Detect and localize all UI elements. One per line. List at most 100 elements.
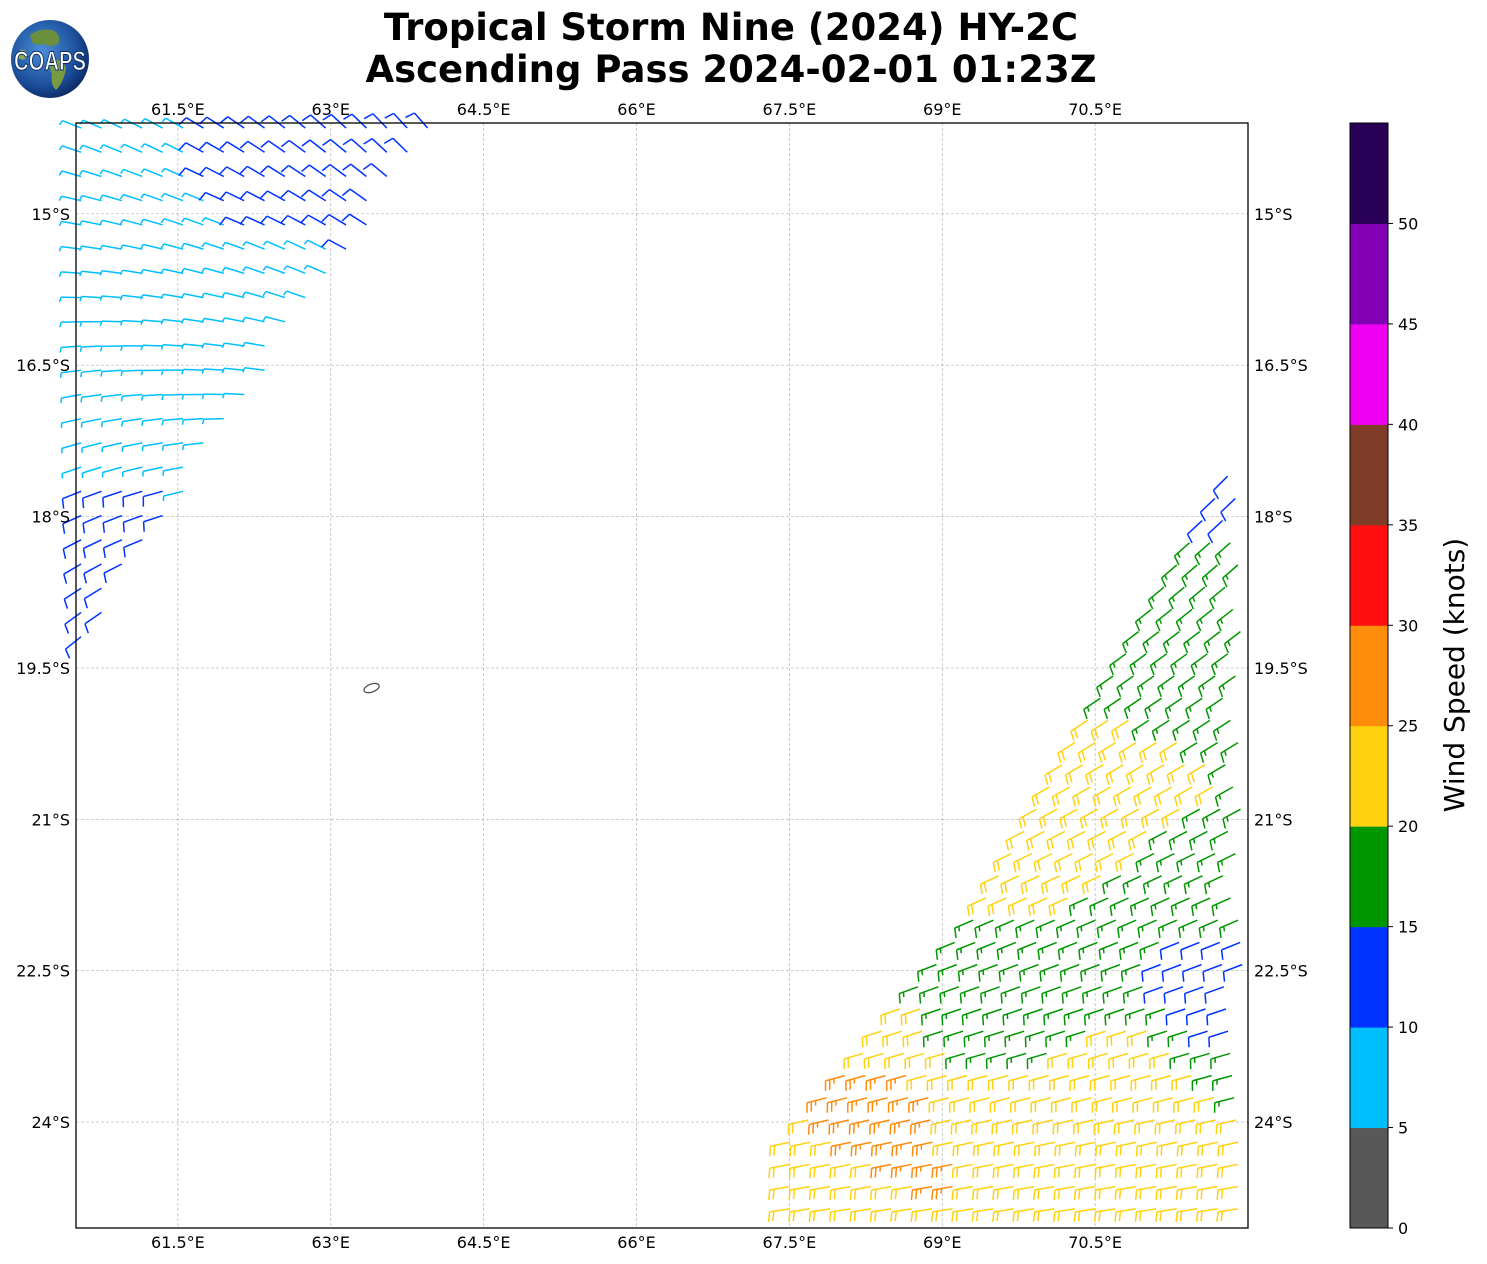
barb-feather [1117,927,1120,939]
barb-feather [1185,1015,1188,1026]
wind-barb [1024,1030,1045,1048]
barb-staff [1112,1097,1133,1104]
wind-barb [849,1185,872,1201]
barb-staff [1000,875,1020,886]
wind-barb [80,417,102,428]
barb-feather [178,142,187,151]
wind-barb [1100,963,1121,982]
wind-barb [1120,963,1141,982]
barb-feather [1100,971,1103,982]
barb-feather [1161,818,1165,829]
wind-barb [906,1074,927,1091]
barb-feather [119,194,124,200]
wind-barb [260,165,286,178]
barb-staff [1222,808,1241,820]
wind-barb [890,1208,912,1222]
wind-barb [280,139,306,153]
wind-barb [160,243,184,250]
barb-feather [281,114,291,122]
barb-feather [961,970,964,976]
barb-staff [203,317,224,323]
barb-staff [871,1185,892,1191]
wind-barb [160,318,184,325]
barb-feather [788,1168,791,1179]
wind-barb [1216,1208,1238,1222]
barb-feather [1013,862,1017,873]
barb-feather [119,269,124,276]
barb-feather [1201,1145,1204,1156]
wind-barb [1055,919,1076,939]
barb-staff [1014,1163,1035,1169]
wind-barb [162,466,184,476]
barb-staff [1013,852,1033,864]
barb-feather [1200,1167,1203,1178]
barb-staff [1175,1119,1196,1126]
barb-staff [82,490,102,499]
wind-barb [201,393,224,400]
wind-barb [1122,875,1142,895]
barb-staff [122,369,143,372]
wind-barb [383,137,408,153]
barb-feather [1044,882,1049,893]
barb-staff [1064,1008,1084,1017]
barb-feather [1061,884,1065,895]
barb-feather [1124,1015,1127,1026]
barb-staff [1196,852,1216,864]
barb-staff [351,113,367,129]
wind-barb [1081,875,1101,895]
barb-feather [1223,750,1227,756]
barb-feather [1098,949,1102,960]
wind-barb [1196,1163,1218,1179]
wind-barb [1098,941,1119,960]
barb-staff [1048,897,1068,907]
wind-barb [917,963,937,982]
barb-feather [1196,621,1202,632]
barb-feather [939,993,942,1004]
barb-feather [1044,774,1049,785]
barb-staff [1006,1052,1027,1060]
barb-staff [1069,897,1089,907]
barb-staff [847,1097,868,1104]
wind-barb [1172,719,1190,742]
barb-feather [123,547,126,558]
barb-staff [82,169,102,178]
barb-feather [1107,840,1112,851]
barb-staff [1073,1119,1094,1126]
barb-feather [1114,862,1119,873]
barb-staff [1189,830,1208,842]
barb-feather [242,342,246,348]
barb-feather [122,522,125,533]
barb-feather [849,1189,852,1201]
wind-barb [1053,1185,1075,1201]
barb-staff [912,1208,933,1213]
wind-barb [1207,520,1224,544]
barb-feather [160,344,164,350]
barb-feather [1218,687,1224,698]
barb-feather [1190,772,1195,783]
barb-staff [1033,852,1053,864]
barb-feather [875,1145,878,1156]
wind-barb [1134,1119,1155,1135]
wind-barb [869,1208,892,1222]
barb-feather [1139,949,1142,960]
barb-feather [874,1167,877,1178]
wind-barb [201,267,224,275]
wind-barb [1015,919,1035,939]
wind-barb [939,986,960,1004]
barb-feather [141,118,146,123]
barb-feather [979,884,983,895]
wind-barb [991,1119,1013,1135]
wind-barb [1138,741,1157,763]
barb-feather [1216,728,1220,734]
barb-feather [1186,533,1193,544]
barb-staff [142,268,163,275]
wind-barb [61,466,82,479]
barb-staff [61,271,82,275]
barb-staff [849,1119,870,1126]
wind-barb [1144,697,1162,720]
barb-staff [871,1141,892,1148]
barb-staff [1116,1163,1137,1169]
wind-barb [140,218,163,226]
wind-barb [178,167,204,178]
wind-barb [83,587,102,609]
